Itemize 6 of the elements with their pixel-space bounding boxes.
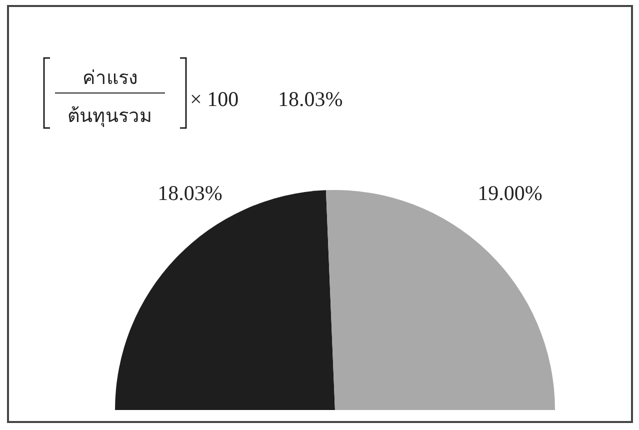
data-label: 18.03% xyxy=(158,181,222,205)
text: ต้นทุนรวม xyxy=(68,106,152,128)
text: 18.03% xyxy=(278,87,343,111)
text: ค่าแรง xyxy=(82,68,138,89)
data-label: 19.00% xyxy=(478,181,542,205)
text: × 100 xyxy=(190,87,239,111)
